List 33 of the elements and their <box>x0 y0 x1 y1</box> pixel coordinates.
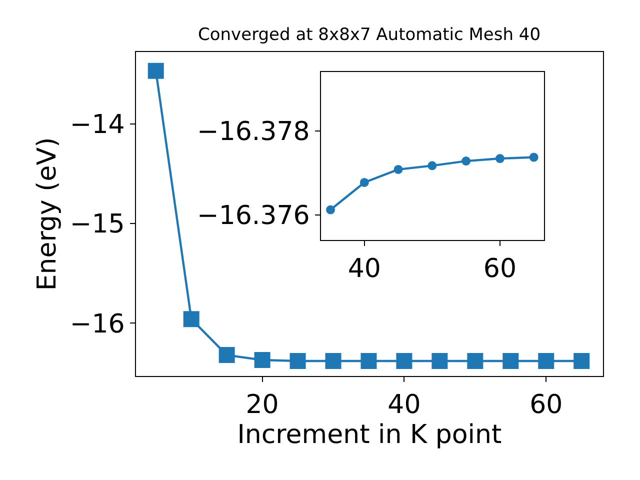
y-tick-label: −15 <box>70 210 125 240</box>
point <box>538 353 554 370</box>
point <box>148 62 164 79</box>
x-tick-label: 40 <box>388 390 421 420</box>
point <box>428 161 437 170</box>
point <box>218 347 235 364</box>
y-tick-label: −16.376 <box>197 200 310 231</box>
point <box>462 156 471 166</box>
point <box>529 152 538 162</box>
x-tick-label: 40 <box>348 254 381 284</box>
point <box>290 353 306 370</box>
x-tick-label: 60 <box>483 254 516 284</box>
point <box>360 353 377 370</box>
point <box>326 205 336 214</box>
chart-title: Converged at 8x8x7 Automatic Mesh 40 <box>198 25 541 45</box>
point <box>467 353 484 370</box>
point <box>432 353 448 370</box>
y-tick-label: −16 <box>70 309 125 340</box>
y-tick-label: −14 <box>70 110 125 140</box>
point <box>495 154 504 164</box>
point <box>325 353 342 370</box>
point <box>394 164 403 174</box>
point <box>183 311 200 328</box>
point <box>396 353 412 370</box>
point <box>502 353 519 370</box>
x-tick-label: 20 <box>246 390 279 420</box>
point <box>360 178 369 187</box>
point <box>574 353 590 370</box>
y-tick-label: −16.378 <box>197 116 310 147</box>
x-axis-title: Increment in K point <box>237 420 502 450</box>
y-axis-title: Energy (eV) <box>32 137 62 291</box>
x-tick-label: 60 <box>530 390 563 420</box>
point <box>254 352 270 368</box>
